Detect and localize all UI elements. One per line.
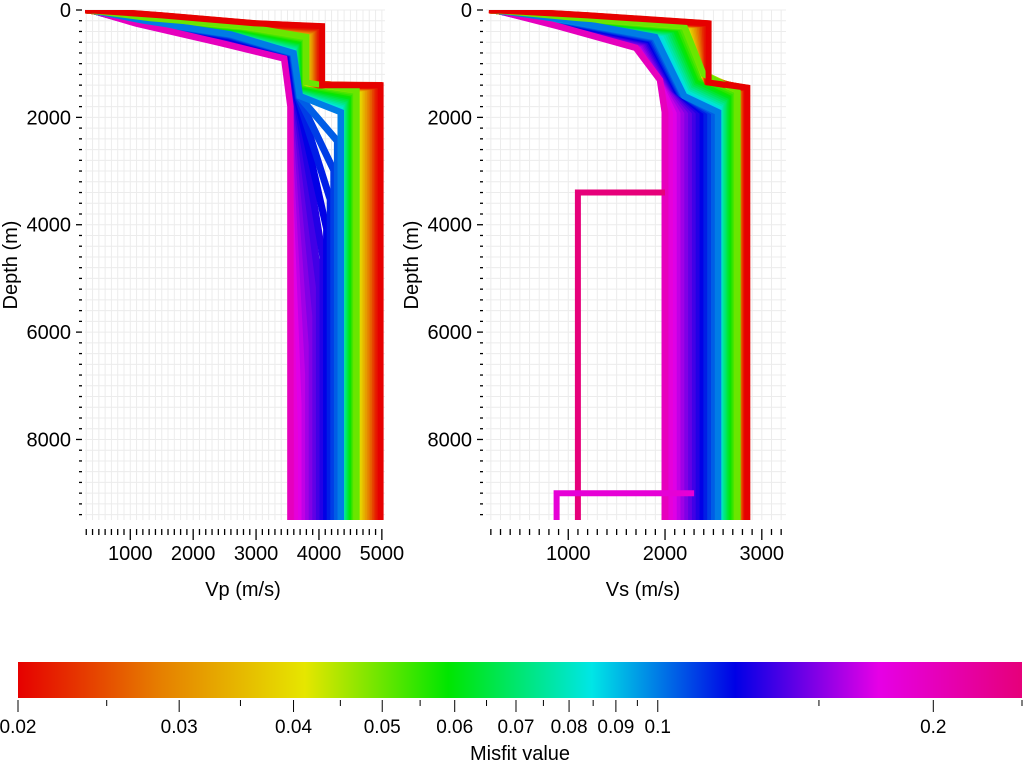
vp-x-tick-label: 2000 — [171, 543, 216, 565]
vp-profiles — [85, 10, 384, 520]
vp-series-0.05 — [87, 10, 360, 520]
vp-x-tick-label: 5000 — [360, 543, 405, 565]
vs-x-tick-label: 1000 — [546, 543, 591, 565]
vp-profile-line — [90, 10, 302, 520]
colorbar-tick-label: 0.2 — [920, 717, 946, 738]
vp-panel: 0 2000 4000 6000 8000 1000 2000 3000 4000 5000 Vp… — [0, 0, 404, 601]
vp-y-tick-label: 8000 — [27, 429, 72, 451]
vs-y-axis-label: Depth (m) — [401, 221, 423, 310]
vp-axes: 0 2000 4000 6000 8000 1000 2000 3000 4000 5000 — [27, 0, 405, 565]
vp-x-tick-label: 1000 — [108, 543, 153, 565]
vs-profile-line — [494, 10, 680, 520]
colorbar-tick-label: 0.04 — [275, 717, 312, 738]
vs-profiles — [488, 10, 751, 520]
vs-series-0.02 — [488, 10, 751, 520]
vs-axes: 0 2000 4000 6000 8000 1000 2000 3000 — [428, 0, 785, 565]
colorbar-tick-label: 0.08 — [551, 717, 588, 738]
vp-series-0.2 — [90, 10, 294, 520]
colorbar-tick-label: 0.09 — [597, 717, 634, 738]
vp-x-tick-label: 3000 — [234, 543, 279, 565]
colorbar-tick-label: 0.02 — [0, 717, 36, 738]
colorbar-ticks: 0.02 0.03 0.04 0.05 0.06 0.07 0.08 0.09 0.1 0.2 — [0, 700, 1023, 738]
vp-y-tick-label: 6000 — [27, 322, 72, 344]
vp-x-tick-label: 4000 — [297, 543, 342, 565]
colorbar-label: Misfit value — [470, 743, 570, 765]
vs-profile-line — [494, 10, 673, 520]
colorbar-tick-label: 0.07 — [497, 717, 534, 738]
vp-series-0.02 — [85, 10, 384, 520]
vs-x-axis-label: Vs (m/s) — [606, 579, 680, 601]
vs-series-0.2 — [494, 10, 668, 520]
vs-y-tick-label: 2000 — [428, 107, 473, 129]
vs-y-tick-label: 6000 — [428, 322, 473, 344]
vs-x-tick-label: 2000 — [643, 543, 688, 565]
vs-y-tick-label: 0 — [461, 0, 472, 22]
vp-series-0.1 — [88, 10, 344, 520]
colorbar: 0.02 0.03 0.04 0.05 0.06 0.07 0.08 0.09 0.1 0.2 M… — [0, 662, 1023, 765]
vp-profile-line — [89, 10, 305, 520]
colorbar-tick-label: 0.03 — [161, 717, 198, 738]
vp-profile-line — [89, 10, 309, 520]
colorbar-gradient — [18, 662, 1022, 698]
colorbar-tick-label: 0.1 — [645, 717, 671, 738]
vp-y-tick-label: 0 — [60, 0, 71, 22]
vp-y-axis-label: Depth (m) — [0, 221, 22, 310]
vs-outlier-line — [574, 189, 665, 520]
vp-y-tick-label: 4000 — [27, 215, 72, 237]
colorbar-tick-label: 0.05 — [364, 717, 401, 738]
vp-x-axis-label: Vp (m/s) — [205, 579, 281, 601]
vs-panel: 0 2000 4000 6000 8000 1000 2000 3000 Vs (m/s) D… — [401, 0, 786, 601]
vs-y-tick-label: 8000 — [428, 429, 473, 451]
colorbar-tick-label: 0.06 — [436, 717, 473, 738]
vp-y-tick-label: 2000 — [27, 107, 72, 129]
vs-x-tick-label: 3000 — [740, 543, 785, 565]
vs-outlier-line — [553, 490, 695, 520]
vs-y-tick-label: 4000 — [428, 215, 473, 237]
vp-profile-line — [90, 10, 295, 520]
